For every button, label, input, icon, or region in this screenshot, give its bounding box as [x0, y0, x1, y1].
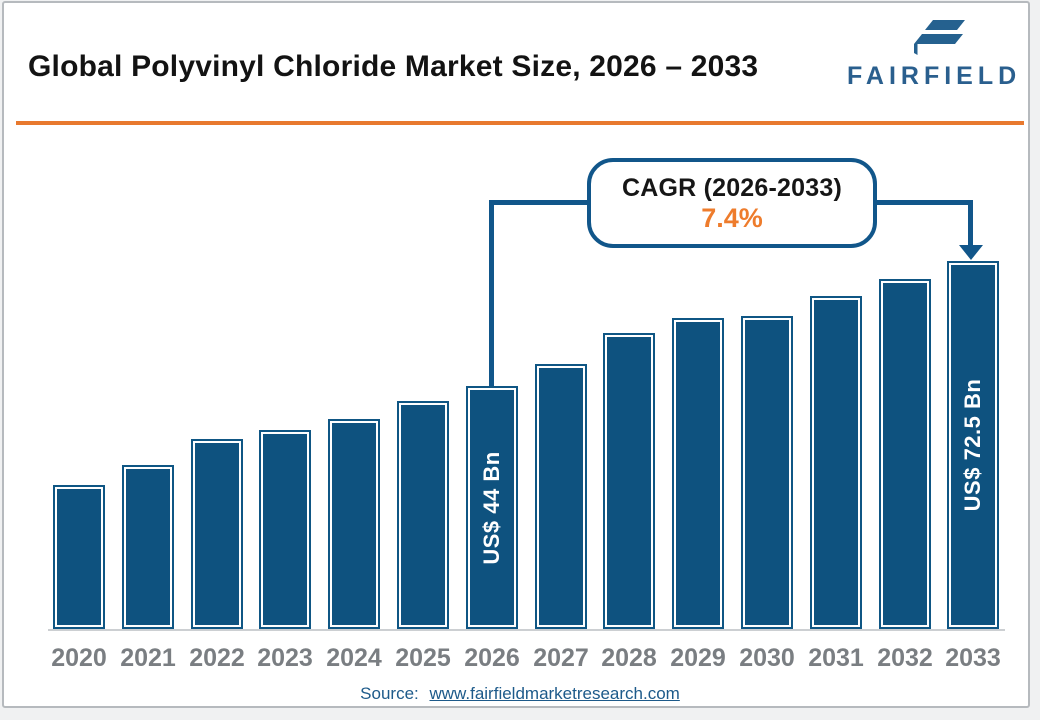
bar-2024 [328, 419, 380, 629]
x-axis-label-2027: 2027 [533, 644, 589, 672]
bar-2031 [810, 296, 862, 629]
fairfield-logo: FAIRFIELD [845, 10, 1025, 92]
source-line: Source: www.fairfieldmarketresearch.com [0, 684, 1040, 704]
bar-2023 [259, 430, 311, 629]
bar-2029 [672, 318, 724, 629]
source-link[interactable]: www.fairfieldmarketresearch.com [429, 684, 680, 703]
x-axis-label-2022: 2022 [189, 644, 245, 672]
bar-2033: US$ 72.5 Bn [947, 261, 999, 629]
bar-2022 [191, 439, 243, 629]
page-title: Global Polyvinyl Chloride Market Size, 2… [28, 50, 759, 83]
bar-2032 [879, 279, 931, 629]
x-axis-label-2026: 2026 [464, 644, 520, 672]
callout-connector-left-vertical [489, 200, 494, 387]
x-axis-label-2031: 2031 [808, 644, 864, 672]
x-axis-label-2028: 2028 [601, 644, 657, 672]
x-axis-label-2023: 2023 [257, 644, 313, 672]
x-axis-label-2029: 2029 [670, 644, 726, 672]
bar-value-label-2026: US$ 44 Bn [479, 450, 504, 565]
arrow-down-icon [959, 245, 983, 260]
source-prefix: Source: [360, 684, 419, 703]
x-axis-label-2033: 2033 [945, 644, 1001, 672]
x-axis-label-2032: 2032 [877, 644, 933, 672]
bar-2021 [122, 465, 174, 629]
callout-connector-right-vertical [968, 200, 973, 246]
bar-value-label-2033: US$ 72.5 Bn [960, 378, 985, 512]
x-axis-label-2020: 2020 [51, 644, 107, 672]
x-axis-label-2024: 2024 [326, 644, 382, 672]
cagr-value: 7.4% [701, 203, 763, 233]
orange-divider [16, 121, 1024, 125]
callout-connector-right-horizontal [875, 200, 971, 205]
x-axis-label-2030: 2030 [739, 644, 795, 672]
fairfield-wordmark: FAIRFIELD [847, 62, 1022, 90]
bar-2027 [535, 364, 587, 629]
x-axis-label-2021: 2021 [120, 644, 176, 672]
cagr-label: CAGR (2026-2033) [622, 174, 842, 202]
fairfield-f-icon [914, 20, 965, 55]
bar-2020 [53, 485, 105, 629]
bar-2026: US$ 44 Bn [466, 386, 518, 629]
bar-2028 [603, 333, 655, 629]
bar-2025 [397, 401, 449, 629]
cagr-callout: CAGR (2026-2033) 7.4% [587, 158, 877, 248]
callout-connector-left-horizontal [489, 200, 589, 205]
x-axis-line [48, 629, 1005, 631]
x-axis-label-2025: 2025 [395, 644, 451, 672]
bar-2030 [741, 316, 793, 629]
